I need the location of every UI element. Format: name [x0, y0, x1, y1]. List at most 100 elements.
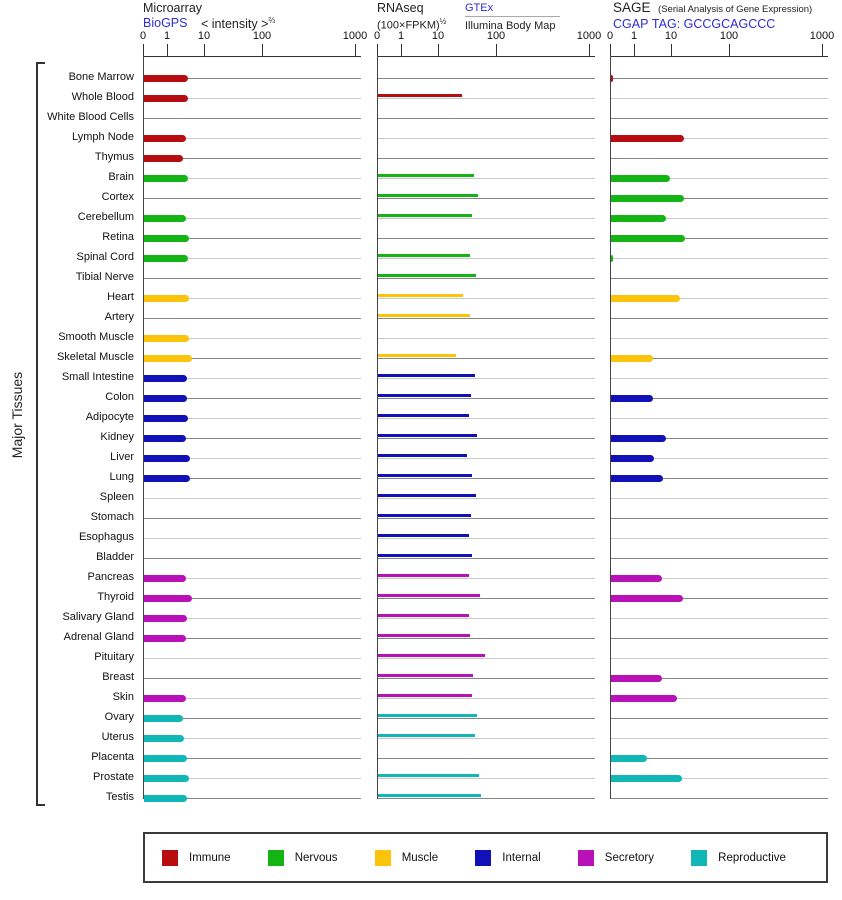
- axis-line: [377, 56, 595, 57]
- expression-bar: [611, 295, 680, 302]
- row-gridline: [611, 738, 828, 739]
- expression-bar: [611, 195, 684, 202]
- row-gridline: [378, 78, 595, 79]
- row-gridline: [144, 98, 361, 99]
- tissue-label: Lymph Node: [72, 131, 134, 143]
- legend-swatch: [691, 849, 708, 866]
- row-gridline: [611, 618, 828, 619]
- expression-bar: [378, 394, 471, 397]
- row-gridline: [144, 598, 361, 599]
- row-gridline: [611, 698, 828, 699]
- legend-swatch: [374, 849, 391, 866]
- row-gridline: [611, 458, 828, 459]
- row-gridline: [378, 698, 595, 699]
- legend-swatch: [577, 849, 594, 866]
- row-gridline: [378, 458, 595, 459]
- row-gridline: [144, 378, 361, 379]
- axis-tick: [589, 44, 590, 56]
- tissue-label: Thymus: [94, 151, 134, 163]
- expression-bar: [144, 215, 186, 222]
- row-gridline: [611, 778, 828, 779]
- tissue-label: Testis: [105, 791, 134, 803]
- axis-tick-label: 0: [373, 30, 381, 42]
- row-gridline: [611, 538, 828, 539]
- row-gridline: [611, 318, 828, 319]
- legend-swatch: [267, 849, 284, 866]
- tissue-label: Tibial Nerve: [75, 271, 134, 283]
- row-gridline: [378, 418, 595, 419]
- cgap-link[interactable]: CGAP: [613, 17, 649, 31]
- axis-tick-label: 10: [664, 30, 678, 42]
- row-gridline: [378, 538, 595, 539]
- expression-bar: [378, 634, 470, 637]
- row-gridline: [378, 98, 595, 99]
- expression-bar: [144, 735, 184, 742]
- axis-tick-label: 1: [397, 30, 405, 42]
- row-gridline: [611, 398, 828, 399]
- tissue-label: White Blood Cells: [47, 111, 134, 123]
- row-gridline: [144, 278, 361, 279]
- expression-bar: [378, 414, 469, 417]
- expression-bar: [378, 554, 472, 557]
- row-gridline: [378, 738, 595, 739]
- expression-bar: [144, 795, 187, 802]
- row-gridline: [378, 338, 595, 339]
- expression-bar: [144, 95, 188, 102]
- tissue-label: Retina: [102, 231, 134, 243]
- legend-item: Internal: [475, 849, 541, 866]
- expression-bar: [144, 755, 187, 762]
- tissue-label: Pancreas: [87, 571, 134, 583]
- tissue-label: Brain: [108, 171, 134, 183]
- expression-bar: [378, 714, 477, 717]
- expression-bar: [611, 595, 683, 602]
- sage-tag-label: TAG: GCCGCAGCCC: [651, 17, 776, 31]
- row-gridline: [144, 318, 361, 319]
- tissue-label: Bone Marrow: [68, 71, 134, 83]
- axis-tick: [729, 44, 730, 56]
- axis-tick-label: 10: [197, 30, 211, 42]
- row-gridline: [144, 658, 361, 659]
- biogps-link[interactable]: BioGPS: [143, 16, 188, 30]
- row-gridline: [144, 738, 361, 739]
- legend-swatch: [162, 849, 178, 866]
- tissue-label: Stomach: [90, 511, 134, 523]
- axis-tick-label: 100: [252, 30, 272, 42]
- legend-label: Muscle: [401, 851, 439, 864]
- row-gridline: [611, 638, 828, 639]
- expression-bar: [378, 254, 470, 257]
- row-gridline: [611, 438, 828, 439]
- row-gridline: [144, 618, 361, 619]
- row-gridline: [144, 578, 361, 579]
- tissue-label: Bladder: [96, 551, 134, 563]
- legend-item: Secretory: [577, 849, 654, 866]
- row-gridline: [144, 418, 361, 419]
- expression-bar: [144, 335, 189, 342]
- tissue-label: Lung: [109, 471, 134, 483]
- gtex-link[interactable]: GTEx: [465, 2, 560, 17]
- tissue-label: Smooth Muscle: [58, 331, 134, 343]
- expression-bar: [144, 155, 183, 162]
- expression-bar: [144, 475, 190, 482]
- tissue-label: Spinal Cord: [76, 251, 134, 263]
- tissue-label: Kidney: [100, 431, 134, 443]
- tissue-label: Thyroid: [97, 591, 134, 603]
- axis-tick-label: 10: [431, 30, 445, 42]
- axis-line: [610, 56, 828, 57]
- row-gridline: [378, 618, 595, 619]
- axis-tick: [401, 44, 402, 56]
- expression-bar: [611, 575, 662, 582]
- row-gridline: [144, 178, 361, 179]
- row-gridline: [144, 538, 361, 539]
- tissue-bracket: [36, 62, 38, 806]
- row-gridline: [378, 218, 595, 219]
- axis-tick: [143, 44, 144, 56]
- row-gridline: [378, 478, 595, 479]
- expression-bar: [144, 635, 186, 642]
- axis-tick: [355, 44, 356, 56]
- expression-bar: [144, 435, 186, 442]
- expression-bar: [611, 255, 613, 262]
- row-gridline: [611, 658, 828, 659]
- expression-bar: [144, 235, 189, 242]
- tissue-label: Spleen: [99, 491, 134, 503]
